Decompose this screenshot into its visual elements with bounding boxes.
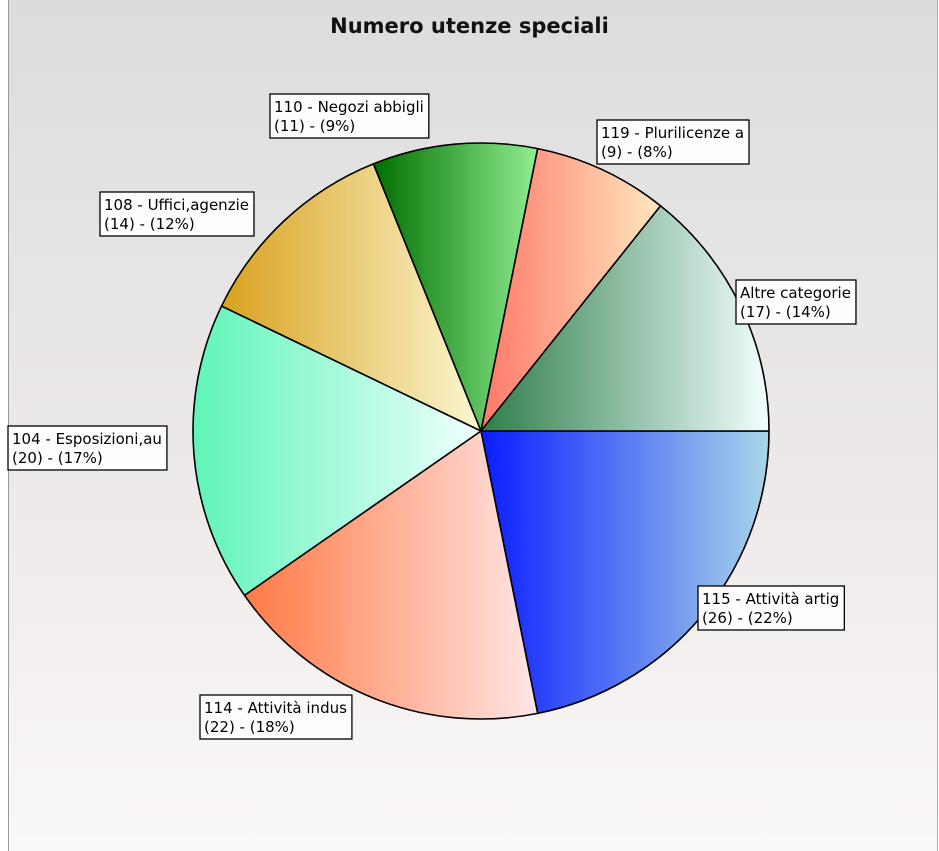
- pie-labels: 115 - Attività artig(26) - (22%) 114 - At…: [7, 93, 857, 740]
- data-label-119-plurilicenze-a: 119 - Plurilicenze a(9) - (8%): [596, 119, 750, 165]
- data-label-box: [7, 425, 168, 471]
- pie-slice-119-plurilicenze-a: [480, 147, 662, 432]
- data-label-box: [596, 119, 750, 165]
- pie-slice-108-uffici-agenzie: [220, 163, 482, 432]
- data-label-box: [735, 279, 857, 325]
- data-label-value: (22) - (18%): [204, 718, 295, 736]
- data-label-name: 119 - Plurilicenze a: [601, 124, 744, 142]
- pie-slice-104-esposizioni-au: [192, 305, 482, 597]
- data-label-box: [269, 93, 430, 139]
- data-label-value: (17) - (14%): [740, 303, 831, 321]
- data-label-108-uffici-agenzie: 108 - Uffici,agenzie(14) - (12%): [99, 191, 255, 237]
- pie-slice-110-negozi-abbigli: [372, 142, 539, 432]
- data-label-name: 114 - Attività indus: [204, 699, 347, 717]
- data-label-name: Altre categorie: [740, 284, 851, 302]
- data-label-name: 110 - Negozi abbigli: [274, 98, 424, 116]
- data-label-value: (11) - (9%): [274, 117, 355, 135]
- pie-slice-114-attivita-indus: [243, 430, 539, 720]
- data-label-name: 115 - Attività artig: [702, 590, 839, 608]
- data-label-114-attivita-indus: 114 - Attività indus(22) - (18%): [199, 694, 353, 740]
- data-label-name: 108 - Uffici,agenzie: [104, 196, 249, 214]
- data-label-104-esposizioni-au: 104 - Esposizioni,au(20) - (17%): [7, 425, 168, 471]
- data-label-name: 104 - Esposizioni,au: [12, 430, 162, 448]
- data-label-value: (9) - (8%): [601, 143, 673, 161]
- data-label-value: (20) - (17%): [12, 449, 103, 467]
- data-label-altre-categorie: Altre categorie(17) - (14%): [735, 279, 857, 325]
- data-label-box: [697, 585, 845, 631]
- data-label-box: [99, 191, 255, 237]
- data-label-value: (14) - (12%): [104, 215, 195, 233]
- data-label-value: (26) - (22%): [702, 609, 793, 627]
- pie-slices: [192, 142, 770, 720]
- data-label-115-attivita-artig: 115 - Attività artig(26) - (22%): [697, 585, 845, 631]
- data-label-box: [199, 694, 353, 740]
- chart-title: Numero utenze speciali: [330, 14, 609, 38]
- data-label-110-negozi-abbigli: 110 - Negozi abbigli(11) - (9%): [269, 93, 430, 139]
